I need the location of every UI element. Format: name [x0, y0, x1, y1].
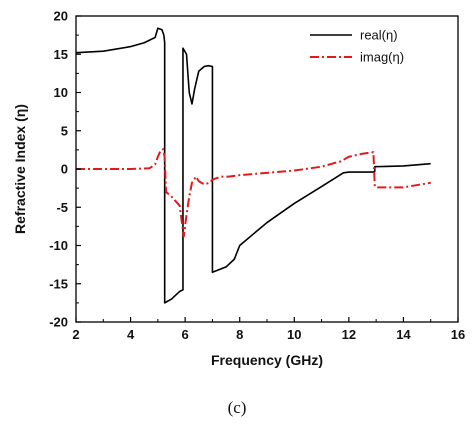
y-axis: -20 -15 -10 -5 0 5 10 15 20: [49, 9, 81, 330]
y-tick-label: -10: [49, 238, 68, 253]
x-tick-label: 12: [342, 327, 356, 342]
x-tick-label: 10: [287, 327, 301, 342]
y-tick-label: 15: [54, 47, 68, 62]
plot-area: [75, 27, 431, 304]
y-tick-label: 0: [61, 162, 68, 177]
y-tick-label: -5: [56, 200, 68, 215]
series-line-real: [75, 27, 431, 304]
legend-label: imag(η): [360, 50, 404, 65]
y-tick-label: 10: [54, 85, 68, 100]
y-axis-title: Refractive Index (η): [12, 104, 28, 234]
series-line-imag: [76, 148, 431, 238]
legend: real(η) imag(η): [310, 28, 404, 65]
x-axis: 2 4 6 8 10 12 14 16: [72, 317, 465, 342]
chart-canvas: 2 4 6 8 10 12 14 16 -20 -15 -10 -5 0 5 10 15 20 Frequen…: [12, 9, 465, 369]
legend-label: real(η): [360, 28, 398, 43]
y-tick-label: 20: [54, 9, 68, 24]
x-tick-label: 4: [127, 327, 135, 342]
y-tick-label: -20: [49, 315, 68, 330]
x-tick-label: 6: [182, 327, 189, 342]
figure-caption: (c): [227, 398, 247, 417]
x-tick-label: 2: [72, 327, 79, 342]
x-tick-label: 8: [236, 327, 243, 342]
y-tick-label: 5: [61, 123, 68, 138]
y-tick-label: -15: [49, 276, 68, 291]
x-axis-title: Frequency (GHz): [211, 352, 323, 368]
x-tick-label: 14: [396, 327, 411, 342]
x-tick-label: 16: [451, 327, 465, 342]
